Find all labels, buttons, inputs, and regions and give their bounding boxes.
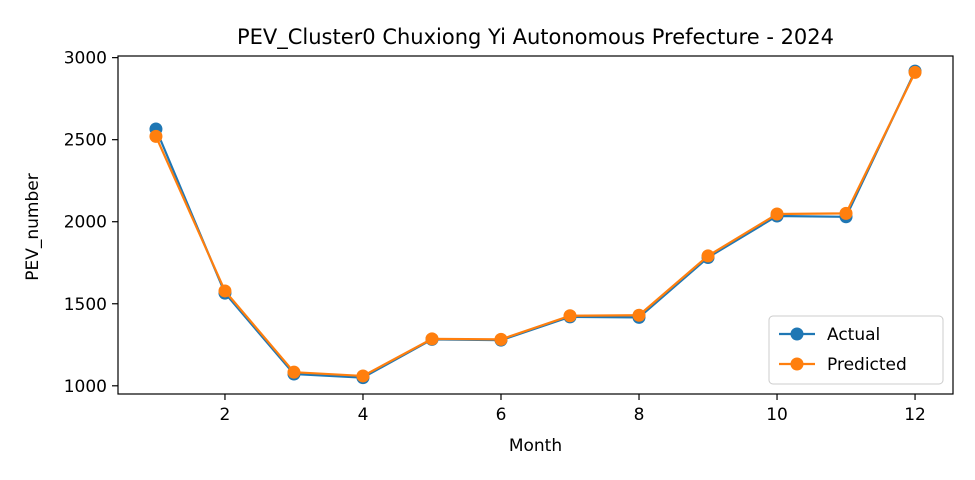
- legend: Actual Predicted: [768, 315, 944, 385]
- plot-area: [149, 64, 922, 385]
- y-tick-label: 2500: [64, 131, 107, 151]
- series-line-predicted: [154, 71, 917, 378]
- chart-title: PEV_Cluster0 Chuxiong Yi Autonomous Pref…: [237, 25, 834, 50]
- data-point-predicted: [356, 369, 370, 383]
- plot-frame: [117, 55, 954, 395]
- x-tick-label: 4: [358, 405, 369, 425]
- x-axis-label: Month: [509, 436, 562, 456]
- x-tick-label: 8: [634, 405, 645, 425]
- data-point-predicted: [632, 308, 646, 322]
- data-point-predicted: [149, 129, 163, 143]
- y-axis-label: PEV_number: [23, 173, 43, 280]
- y-axis: 1000 1500 2000 2500 3000: [64, 49, 118, 397]
- data-point-predicted: [494, 332, 508, 346]
- y-tick-label: 3000: [64, 49, 107, 69]
- data-point-predicted: [218, 284, 232, 298]
- x-tick-label: 10: [766, 405, 788, 425]
- x-tick-label: 6: [496, 405, 507, 425]
- data-point-predicted: [908, 65, 922, 79]
- legend-label: Actual: [827, 325, 880, 345]
- x-axis: 2 4 6 8 10 12: [220, 394, 926, 425]
- legend-swatch-marker: [790, 357, 804, 371]
- data-point-predicted: [287, 365, 301, 379]
- data-point-predicted: [839, 206, 853, 220]
- legend-swatch-marker: [790, 327, 804, 341]
- data-point-predicted: [770, 207, 784, 221]
- data-point-predicted: [563, 309, 577, 323]
- legend-item-actual: Actual: [779, 325, 880, 345]
- legend-label: Predicted: [827, 355, 907, 375]
- data-point-predicted: [701, 249, 715, 263]
- series-predicted: [149, 65, 922, 383]
- x-tick-label: 12: [904, 405, 926, 425]
- data-point-predicted: [425, 332, 439, 346]
- legend-item-predicted: Predicted: [779, 355, 907, 375]
- x-tick-label: 2: [220, 405, 231, 425]
- y-tick-label: 1000: [64, 377, 107, 397]
- y-tick-label: 2000: [64, 213, 107, 233]
- y-tick-label: 1500: [64, 295, 107, 315]
